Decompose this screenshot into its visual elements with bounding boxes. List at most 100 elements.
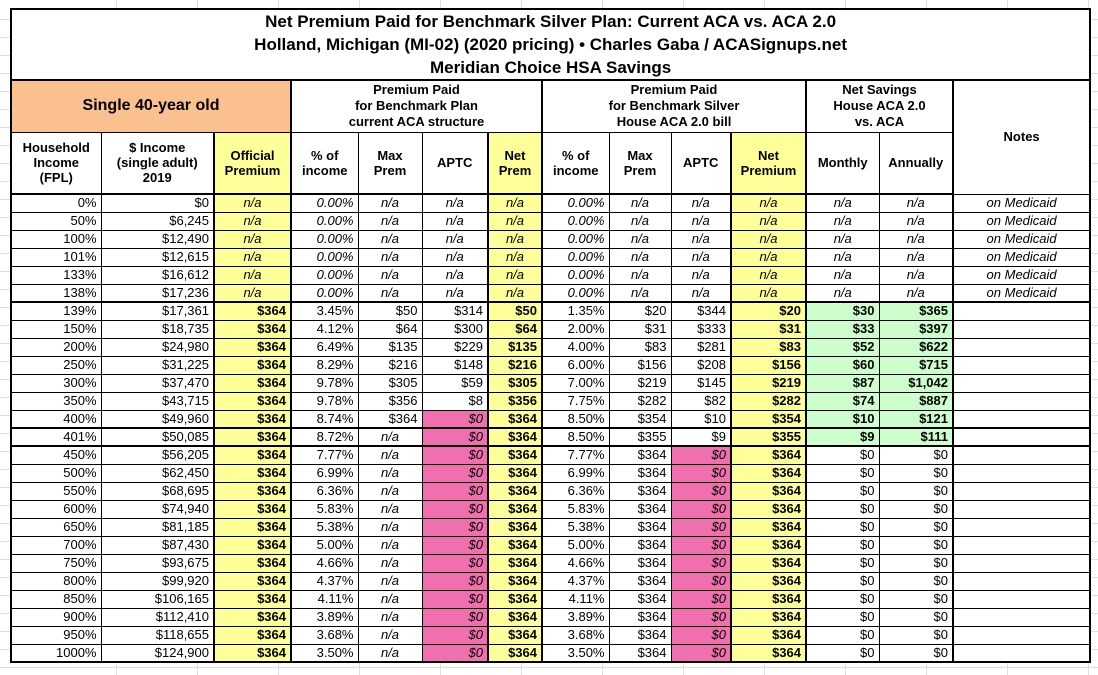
cell-600pct-house-max-prem: $364 <box>608 499 672 519</box>
cell-300pct-savings-monthly: $87 <box>805 373 880 393</box>
cell-350pct-aca-net-prem: $356 <box>487 391 543 411</box>
cell-250pct-income: $31,225 <box>100 355 215 375</box>
cell-450pct-notes <box>951 445 1091 465</box>
table-row: 50% $6,245 n/a 0.00% n/a n/a n/a 0.00% n/a n/a n/a… <box>10 211 1091 231</box>
table-row: 150% $18,735 $364 4.12% $64 $300 $64 2.00% $31 $3… <box>10 319 1091 339</box>
cell-401pct-official-premium: $364 <box>213 427 292 447</box>
cell-250pct-aca-net-prem: $216 <box>487 355 543 375</box>
cell-401pct-aca-max-prem: n/a <box>357 427 423 447</box>
cell-0pct-house-aptc: n/a <box>670 193 732 213</box>
cell-550pct-savings-monthly: $0 <box>805 481 880 501</box>
table-row: 401% $50,085 $364 8.72% n/a $0 $364 8.50% $355 $9… <box>10 427 1091 447</box>
cell-100pct-savings-annually: n/a <box>878 229 954 249</box>
cell-400pct-official-premium: $364 <box>213 409 292 429</box>
cell-450pct-aca-aptc: $0 <box>421 445 489 465</box>
cell-750pct-income: $93,675 <box>100 553 215 573</box>
cell-600pct-aca-max-prem: n/a <box>357 499 423 519</box>
table-row: 750% $93,675 $364 4.66% n/a $0 $364 4.66% $364 $0… <box>10 553 1091 573</box>
cell-400pct-aca-pct-income: 8.74% <box>290 409 359 429</box>
table-row: 200% $24,980 $364 6.49% $135 $229 $135 4.00% $83… <box>10 337 1091 357</box>
cell-250pct-aca-max-prem: $216 <box>357 355 423 375</box>
cell-0pct-notes: on Medicaid <box>951 193 1091 213</box>
cell-101pct-notes: on Medicaid <box>951 247 1091 267</box>
cell-950pct-house-pct-income: 3.68% <box>541 625 610 645</box>
cell-850pct-fpl: 850% <box>10 589 102 609</box>
title-line-3: Meridian Choice HSA Savings <box>429 58 672 77</box>
cell-900pct-aca-pct-income: 3.89% <box>290 607 359 627</box>
table-row: 400% $49,960 $364 8.74% $364 $0 $364 8.50% $354 $… <box>10 409 1091 429</box>
cell-400pct-house-max-prem: $354 <box>608 409 672 429</box>
cell-450pct-house-max-prem: $364 <box>608 445 672 465</box>
column-header-fpl: Household Income (FPL) <box>10 131 102 195</box>
cell-0pct-house-max-prem: n/a <box>608 193 672 213</box>
cell-350pct-house-net-premium: $282 <box>730 391 807 411</box>
table-row: 700% $87,430 $364 5.00% n/a $0 $364 5.00% $364 $0… <box>10 535 1091 555</box>
cell-750pct-house-aptc: $0 <box>670 553 732 573</box>
title-row: Net Premium Paid for Benchmark Silver Pl… <box>10 8 1091 81</box>
column-header-aca-pct-income: % of income <box>290 131 359 195</box>
cell-401pct-house-aptc: $9 <box>670 427 732 447</box>
cell-139pct-notes <box>951 301 1091 321</box>
cell-250pct-house-aptc: $208 <box>670 355 732 375</box>
cell-600pct-savings-annually: $0 <box>878 499 954 519</box>
cell-650pct-aca-pct-income: 5.38% <box>290 517 359 537</box>
cell-101pct-official-premium: n/a <box>213 247 292 267</box>
cell-0pct-house-net-premium: n/a <box>730 193 807 213</box>
cell-800pct-house-aptc: $0 <box>670 571 732 591</box>
cell-950pct-savings-monthly: $0 <box>805 625 880 645</box>
cell-401pct-savings-monthly: $9 <box>805 427 880 447</box>
table-row: 950% $118,655 $364 3.68% n/a $0 $364 3.68% $364 $… <box>10 625 1091 645</box>
cell-950pct-savings-annually: $0 <box>878 625 954 645</box>
cell-350pct-aca-pct-income: 9.78% <box>290 391 359 411</box>
cell-700pct-official-premium: $364 <box>213 535 292 555</box>
cell-1000pct-fpl: 1000% <box>10 643 102 663</box>
cell-350pct-fpl: 350% <box>10 391 102 411</box>
cell-200pct-fpl: 200% <box>10 337 102 357</box>
table-row: 900% $112,410 $364 3.89% n/a $0 $364 3.89% $364 $… <box>10 607 1091 627</box>
cell-700pct-aca-pct-income: 5.00% <box>290 535 359 555</box>
cell-138pct-aca-max-prem: n/a <box>357 283 423 303</box>
cell-1000pct-house-net-premium: $364 <box>730 643 807 663</box>
cell-800pct-house-max-prem: $364 <box>608 571 672 591</box>
cell-950pct-income: $118,655 <box>100 625 215 645</box>
cell-401pct-aca-aptc: $0 <box>421 427 489 447</box>
cell-550pct-aca-pct-income: 6.36% <box>290 481 359 501</box>
cell-550pct-official-premium: $364 <box>213 481 292 501</box>
cell-401pct-fpl: 401% <box>10 427 102 447</box>
cell-133pct-savings-annually: n/a <box>878 265 954 285</box>
cell-900pct-notes <box>951 607 1091 627</box>
cell-400pct-house-aptc: $10 <box>670 409 732 429</box>
cell-138pct-aca-net-prem: n/a <box>487 283 543 303</box>
cell-450pct-house-pct-income: 7.77% <box>541 445 610 465</box>
cell-133pct-aca-aptc: n/a <box>421 265 489 285</box>
cell-750pct-house-pct-income: 4.66% <box>541 553 610 573</box>
table-row: 850% $106,165 $364 4.11% n/a $0 $364 4.11% $364 $… <box>10 589 1091 609</box>
cell-50pct-house-max-prem: n/a <box>608 211 672 231</box>
cell-133pct-fpl: 133% <box>10 265 102 285</box>
cell-150pct-aca-pct-income: 4.12% <box>290 319 359 339</box>
cell-101pct-house-max-prem: n/a <box>608 247 672 267</box>
cell-800pct-house-net-premium: $364 <box>730 571 807 591</box>
cell-0pct-aca-pct-income: 0.00% <box>290 193 359 213</box>
cell-200pct-official-premium: $364 <box>213 337 292 357</box>
cell-1000pct-savings-annually: $0 <box>878 643 954 663</box>
section-header-row: Single 40-year old Premium Paid for Benc… <box>10 79 1091 195</box>
cell-50pct-house-pct-income: 0.00% <box>541 211 610 231</box>
table-row: 133% $16,612 n/a 0.00% n/a n/a n/a 0.00% n/a n/a n… <box>10 265 1091 285</box>
cell-750pct-savings-monthly: $0 <box>805 553 880 573</box>
cell-133pct-house-max-prem: n/a <box>608 265 672 285</box>
cell-550pct-income: $68,695 <box>100 481 215 501</box>
cell-100pct-house-pct-income: 0.00% <box>541 229 610 249</box>
cell-50pct-aca-aptc: n/a <box>421 211 489 231</box>
cell-100pct-savings-monthly: n/a <box>805 229 880 249</box>
cell-401pct-savings-annually: $111 <box>878 427 954 447</box>
cell-0pct-aca-net-prem: n/a <box>487 193 543 213</box>
cell-550pct-aca-net-prem: $364 <box>487 481 543 501</box>
cell-850pct-savings-annually: $0 <box>878 589 954 609</box>
cell-400pct-aca-aptc: $0 <box>421 409 489 429</box>
cell-750pct-aca-aptc: $0 <box>421 553 489 573</box>
cell-550pct-notes <box>951 481 1091 501</box>
cell-950pct-aca-pct-income: 3.68% <box>290 625 359 645</box>
table-row: 1000% $124,900 $364 3.50% n/a $0 $364 3.50% $364… <box>10 643 1091 663</box>
cell-1000pct-notes <box>951 643 1091 663</box>
